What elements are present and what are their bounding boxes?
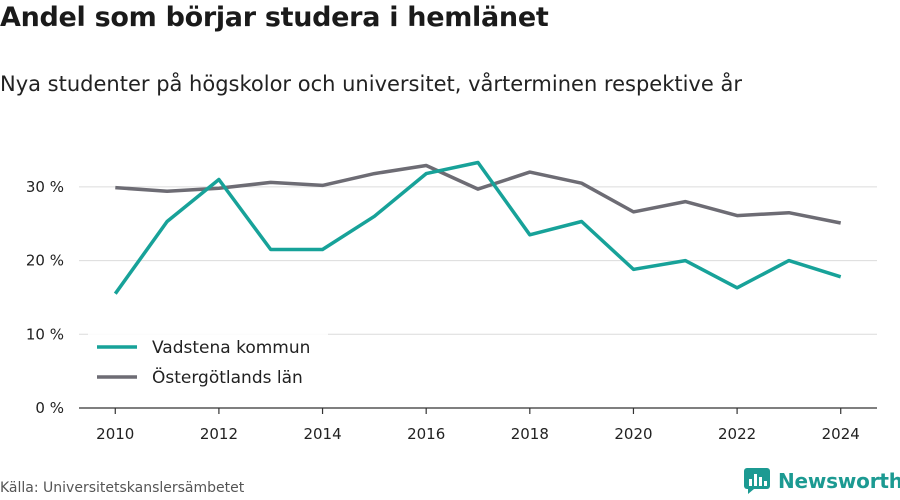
x-axis: 2010 2012 2014 2016 2018 2020 2022 2024 [79,407,877,443]
x-tick-label: 2024 [822,425,860,443]
y-tick-label: 30 % [26,178,64,196]
legend-label: Vadstena kommun [152,338,310,358]
brand-logo: Newsworthy [744,468,900,494]
series-line-1 [115,163,842,225]
series-line-0 [113,160,842,295]
x-tick-label: 2020 [614,425,652,443]
bar-chart-logo-icon [744,468,770,494]
brand-name: Newsworthy [778,469,900,493]
chart-title: Andel som börjar studera i hemlänet [0,2,549,33]
y-tick-label: 20 % [26,252,64,270]
x-tick-label: 2014 [303,425,341,443]
line-chart: 0 % 10 % 20 % 30 % 2010 2012 2014 2016 2018 2020… [26,160,877,443]
chart-subtitle: Nya studenter på högskolor och universit… [0,72,742,96]
x-tick-label: 2022 [718,425,756,443]
source-note: Källa: Universitetskanslersämbetet [0,480,245,496]
y-tick-label: 10 % [26,325,64,343]
x-tick-label: 2018 [511,425,549,443]
series-lines [113,160,842,295]
x-tick-label: 2012 [200,425,238,443]
legend-background [88,327,328,395]
grid-lines [79,186,877,335]
x-tick-label: 2010 [96,425,134,443]
y-axis-ticks: 0 % 10 % 20 % 30 % [26,178,64,417]
legend: Vadstena kommun Östergötlands län [88,327,328,395]
x-tick-label: 2016 [407,425,445,443]
y-tick-label: 0 % [35,399,64,417]
legend-label: Östergötlands län [152,366,303,388]
